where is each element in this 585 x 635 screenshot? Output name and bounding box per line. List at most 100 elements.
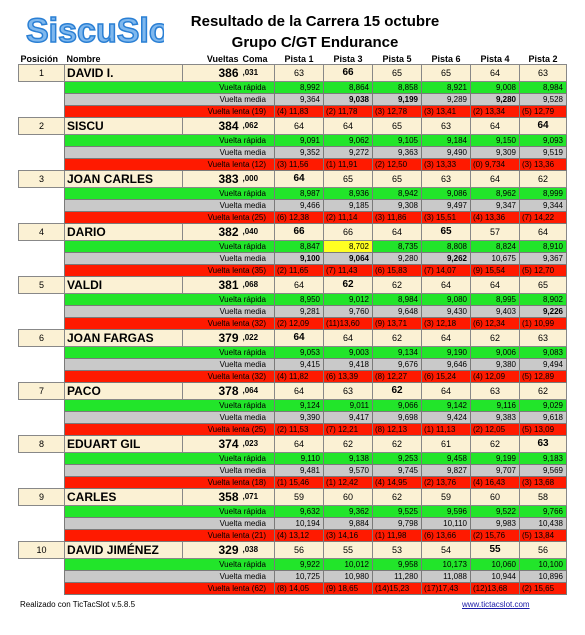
slow-lap-value: (6) 15,83: [372, 264, 422, 277]
spacer: [18, 305, 65, 318]
driver-laps: 329: [182, 541, 241, 559]
avg-lap-value: 9,383: [470, 411, 520, 424]
header-pista: Pista 5: [382, 54, 412, 64]
lane-laps: 56: [519, 541, 567, 559]
slow-lap-value: (4) 12,09: [470, 370, 520, 383]
avg-lap-value: 9,280: [470, 93, 520, 106]
fast-lap-value: 9,086: [421, 187, 471, 200]
driver-row: 8 EDUART GIL 374,023 64 62 62 61 62 63: [18, 435, 567, 453]
avg-lap-value: 9,481: [274, 464, 324, 477]
fast-lap-value: 9,105: [372, 134, 422, 147]
fast-lap-value: 8,995: [470, 293, 520, 306]
driver-laps: 386: [182, 64, 241, 82]
slow-lap-value: (3) 11,56: [274, 158, 324, 171]
lane-laps: 64: [274, 435, 324, 453]
fast-lap-value: 8,702: [323, 240, 373, 253]
slow-lap-value: (3) 11,86: [372, 211, 422, 224]
driver-laps: 384: [182, 117, 241, 135]
fast-lap-value: 9,138: [323, 452, 373, 465]
fast-lap-value: 9,183: [519, 452, 567, 465]
avg-lap-value: 9,281: [274, 305, 324, 318]
spacer: [18, 411, 65, 424]
slow-lap-label: Vuelta lenta (18): [64, 476, 275, 489]
header-pista: Pista 4: [480, 54, 510, 64]
slow-lap-row: Vuelta lenta (32) (4) 11,82 (6) 13,39 (8) 1…: [18, 370, 567, 383]
spacer: [18, 81, 65, 94]
avg-lap-value: 9,308: [372, 199, 422, 212]
slow-lap-value: (2) 11,78: [323, 105, 373, 118]
avg-lap-value: 9,415: [274, 358, 324, 371]
slow-lap-value: (1) 11,98: [372, 529, 422, 542]
avg-lap-label: Vuelta media: [64, 93, 275, 106]
spacer: [18, 558, 65, 571]
slow-lap-label: Vuelta lenta (25): [64, 211, 275, 224]
fast-lap-label: Vuelta rápida: [64, 399, 275, 412]
fast-lap-value: 9,062: [323, 134, 373, 147]
spacer: [18, 570, 65, 583]
spacer: [18, 517, 65, 530]
avg-lap-label: Vuelta media: [64, 411, 275, 424]
fast-lap-value: 8,999: [519, 187, 567, 200]
driver-position: 6: [18, 329, 65, 347]
fast-lap-value: 8,858: [372, 81, 422, 94]
driver-position: 7: [18, 382, 65, 400]
avg-lap-value: 9,226: [519, 305, 567, 318]
spacer: [18, 529, 65, 542]
driver-laps: 379: [182, 329, 241, 347]
lane-laps: 63: [519, 64, 567, 82]
lane-laps: 62: [372, 488, 422, 506]
avg-lap-value: 9,363: [372, 146, 422, 159]
fast-lap-label: Vuelta rápida: [64, 134, 275, 147]
slow-lap-value: (7) 14,07: [421, 264, 471, 277]
avg-lap-value: 9,344: [519, 199, 567, 212]
driver-coma: ,022: [240, 329, 275, 347]
avg-lap-row: Vuelta media 9,466 9,185 9,308 9,497 9,347 9,3…: [18, 199, 567, 212]
avg-lap-value: 9,676: [372, 358, 422, 371]
fast-lap-value: 9,134: [372, 346, 422, 359]
avg-lap-value: 9,798: [372, 517, 422, 530]
header-posicion: Posición: [20, 54, 59, 64]
fast-lap-value: 9,150: [470, 134, 520, 147]
lane-laps: 59: [421, 488, 471, 506]
fast-lap-value: 8,992: [274, 81, 324, 94]
footer-link[interactable]: www.tictacslot.com: [462, 600, 530, 609]
fast-lap-value: 9,091: [274, 134, 324, 147]
fast-lap-value: 8,735: [372, 240, 422, 253]
slow-lap-value: (11)13,60: [323, 317, 373, 330]
fast-lap-value: 9,110: [274, 452, 324, 465]
avg-lap-value: 10,194: [274, 517, 324, 530]
avg-lap-value: 10,110: [421, 517, 471, 530]
slow-lap-value: (2) 15,76: [470, 529, 520, 542]
slow-lap-value: (2) 11,53: [274, 423, 324, 436]
lane-laps: 55: [470, 541, 520, 559]
avg-lap-value: 10,944: [470, 570, 520, 583]
avg-lap-row: Vuelta media 10,725 10,980 11,280 11,088 10,9…: [18, 570, 567, 583]
driver-position: 1: [18, 64, 65, 82]
lane-laps: 64: [323, 117, 373, 135]
lane-laps: 66: [323, 64, 373, 82]
header-pista: Pista 3: [333, 54, 363, 64]
slow-lap-value: (1) 11,91: [323, 158, 373, 171]
avg-lap-value: 10,725: [274, 570, 324, 583]
slow-lap-label: Vuelta lenta (35): [64, 264, 275, 277]
svg-text:SiscuSlot: SiscuSlot: [26, 12, 164, 50]
driver-name: DAVID I.: [64, 64, 183, 82]
siscuslot-logo: SiscuSlot: [25, 11, 164, 51]
slow-lap-value: (3) 13,68: [519, 476, 567, 489]
lane-laps: 60: [323, 488, 373, 506]
lane-laps: 64: [519, 223, 567, 241]
slow-lap-value: (5) 13,09: [519, 423, 567, 436]
lane-laps: 64: [323, 329, 373, 347]
avg-lap-value: 9,490: [421, 146, 471, 159]
lane-laps: 53: [372, 541, 422, 559]
avg-lap-label: Vuelta media: [64, 358, 275, 371]
fast-lap-value: 9,184: [421, 134, 471, 147]
avg-lap-value: 9,352: [274, 146, 324, 159]
avg-lap-value: 9,289: [421, 93, 471, 106]
fast-lap-label: Vuelta rápida: [64, 452, 275, 465]
slow-lap-value: (6) 13,39: [323, 370, 373, 383]
fast-lap-row: Vuelta rápida 8,992 8,864 8,858 8,921 9,008 8,…: [18, 81, 567, 94]
fast-lap-value: 9,124: [274, 399, 324, 412]
spacer: [18, 423, 65, 436]
avg-lap-value: 11,088: [421, 570, 471, 583]
